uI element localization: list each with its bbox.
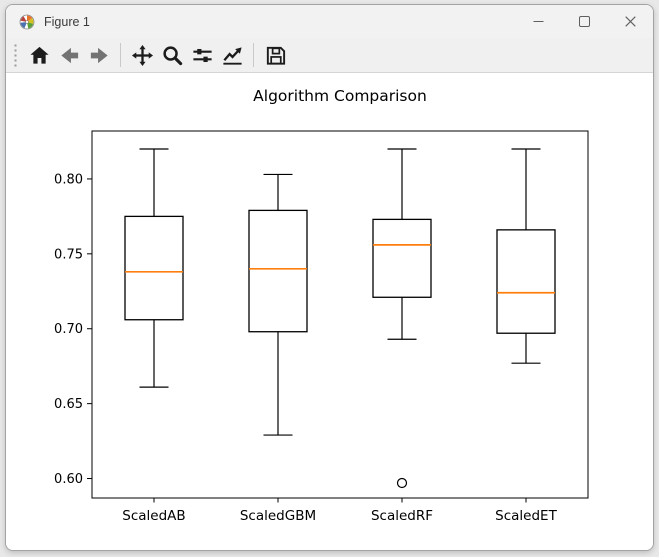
magnifier-icon	[162, 45, 182, 65]
window-title: Figure 1	[44, 14, 90, 29]
minimize-icon	[533, 21, 543, 22]
move-cross-icon	[131, 44, 153, 66]
chart-title: Algorithm Comparison	[253, 87, 427, 105]
y-tick-label: 0.75	[54, 247, 83, 262]
maximize-icon	[578, 16, 590, 27]
maximize-button[interactable]	[561, 5, 607, 38]
arrow-left-icon	[60, 47, 78, 63]
floppy-disk-icon	[266, 46, 285, 65]
line-chart-icon	[222, 46, 242, 65]
boxplot-axes: 0.60 0.65 0.70 0.75 0.80 ScaledAB ScaledGBM Sca…	[54, 130, 589, 524]
configure-subplots-button[interactable]	[188, 41, 216, 69]
back-button[interactable]	[55, 41, 83, 69]
save-button[interactable]	[261, 41, 289, 69]
home-button[interactable]	[25, 41, 53, 69]
figure-window: Figure 1	[5, 4, 654, 551]
x-tick-label: ScaledGBM	[240, 508, 316, 524]
arrow-right-icon	[90, 47, 108, 63]
toolbar-separator	[120, 43, 121, 67]
box-iqr	[496, 229, 556, 334]
home-icon	[29, 46, 49, 64]
box-iqr	[372, 218, 432, 298]
x-tick-label: ScaledET	[495, 508, 557, 524]
zoom-button[interactable]	[158, 41, 186, 69]
y-tick-label: 0.80	[54, 172, 83, 187]
boxplot-svg: Algorithm Comparison 0.60 0.65 0.70 0.75 0.8…	[54, 87, 589, 524]
minimize-button[interactable]	[515, 5, 561, 38]
y-tick-label: 0.70	[54, 322, 83, 337]
title-bar[interactable]: Figure 1	[6, 5, 653, 38]
matplotlib-toolbar	[6, 38, 653, 73]
y-tick-label: 0.65	[54, 397, 83, 412]
edit-parameters-button[interactable]	[218, 41, 246, 69]
forward-button[interactable]	[85, 41, 113, 69]
x-tick-label: ScaledRF	[371, 508, 433, 524]
box-iqr	[124, 215, 184, 321]
y-tick-label: 0.60	[54, 472, 83, 487]
close-icon	[624, 16, 636, 27]
matplotlib-logo-icon	[19, 14, 35, 30]
outlier-point	[396, 477, 408, 489]
pan-button[interactable]	[128, 41, 156, 69]
window-controls	[515, 5, 653, 38]
toolbar-grip-handle[interactable]	[13, 43, 18, 67]
box-iqr	[248, 209, 308, 333]
sliders-icon	[192, 48, 212, 62]
close-button[interactable]	[607, 5, 653, 38]
toolbar-separator	[253, 43, 254, 67]
figure-canvas[interactable]: Algorithm Comparison 0.60 0.65 0.70 0.75 0.8…	[6, 73, 653, 550]
x-tick-label: ScaledAB	[122, 508, 185, 524]
